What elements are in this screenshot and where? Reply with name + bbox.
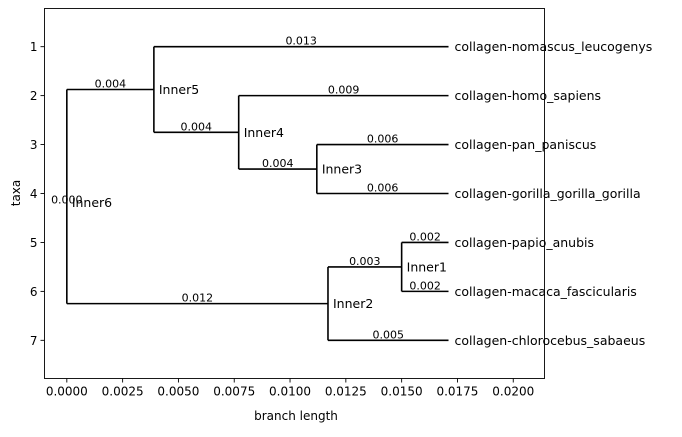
x-tick-label: 0.0200 [492,385,534,399]
y-tick-label: 3 [30,138,38,152]
node-label-inner5: Inner5 [159,82,199,97]
branch-labels-group: 0.004 0.012 0.013 0.004 0.009 0.004 0.006 0.006… [51,35,441,342]
x-tick-label: 0.0125 [325,385,367,399]
branch-length-label-inner2: 0.012 [182,292,214,305]
x-axis-ticks: 0.0000 0.0025 0.0050 0.0075 0.0100 0.0125 0.01… [46,378,534,399]
node-label-inner6: Inner6 [72,195,112,210]
node-labels-group: Inner6 Inner5 Inner4 Inner3 Inner2 Inner1 [72,82,447,311]
branch-length-label-inner1: 0.003 [349,255,381,268]
node-label-inner2: Inner2 [333,296,373,311]
taxon-label-collagen-pan-paniscus: collagen-pan_paniscus [455,137,597,152]
y-tick-label: 5 [30,236,38,250]
y-axis-ticks: 1 2 3 4 5 6 7 [30,40,45,348]
node-label-inner4: Inner4 [244,125,284,140]
taxon-label-collagen-macaca-fascicularis: collagen-macaca_fascicularis [455,284,637,299]
taxon-labels-group: collagen-nomascus_leucogenys collagen-hom… [455,39,653,348]
y-tick-label: 7 [30,334,38,348]
taxon-label-collagen-nomascus-leucogenys: collagen-nomascus_leucogenys [455,39,653,54]
node-label-inner3: Inner3 [322,162,362,177]
x-tick-label: 0.0175 [436,385,478,399]
node-label-inner1: Inner1 [407,259,447,274]
branch-length-label-collagen-macaca-fascicularis: 0.002 [409,279,441,292]
y-axis-label: taxa [9,180,23,207]
taxon-label-collagen-homo-sapiens: collagen-homo_sapiens [455,88,602,103]
y-tick-label: 2 [30,89,38,103]
taxon-label-collagen-papio-anubis: collagen-papio_anubis [455,235,595,250]
branch-length-label-collagen-homo-sapiens: 0.009 [328,84,360,97]
branch-length-label-inner3: 0.004 [262,157,294,170]
x-tick-label: 0.0000 [46,385,88,399]
x-tick-label: 0.0150 [381,385,423,399]
x-axis-label: branch length [254,409,338,423]
branch-length-label-inner6: 0.000 [51,194,83,207]
x-tick-label: 0.0100 [269,385,311,399]
branch-length-label-collagen-papio-anubis: 0.002 [409,230,441,243]
branch-length-label-collagen-pan-paniscus: 0.006 [367,133,399,146]
y-tick-label: 1 [30,40,38,54]
taxon-label-collagen-gorilla-gorilla-gorilla: collagen-gorilla_gorilla_gorilla [455,186,641,201]
y-tick-label: 6 [30,285,38,299]
branches-group [66,45,449,342]
branch-length-label-inner5: 0.004 [95,77,127,90]
x-tick-label: 0.0025 [102,385,144,399]
branch-length-label-collagen-nomascus-leucogenys: 0.013 [285,35,317,48]
x-tick-label: 0.0050 [157,385,199,399]
x-tick-label: 0.0075 [213,385,255,399]
branch-length-label-collagen-gorilla-gorilla-gorilla: 0.006 [367,182,399,195]
taxon-label-collagen-chlorocebus-sabaeus: collagen-chlorocebus_sabaeus [455,333,646,348]
y-tick-label: 4 [30,187,38,201]
branch-length-label-collagen-chlorocebus-sabaeus: 0.005 [373,328,405,341]
branch-length-label-inner4: 0.004 [181,120,213,133]
